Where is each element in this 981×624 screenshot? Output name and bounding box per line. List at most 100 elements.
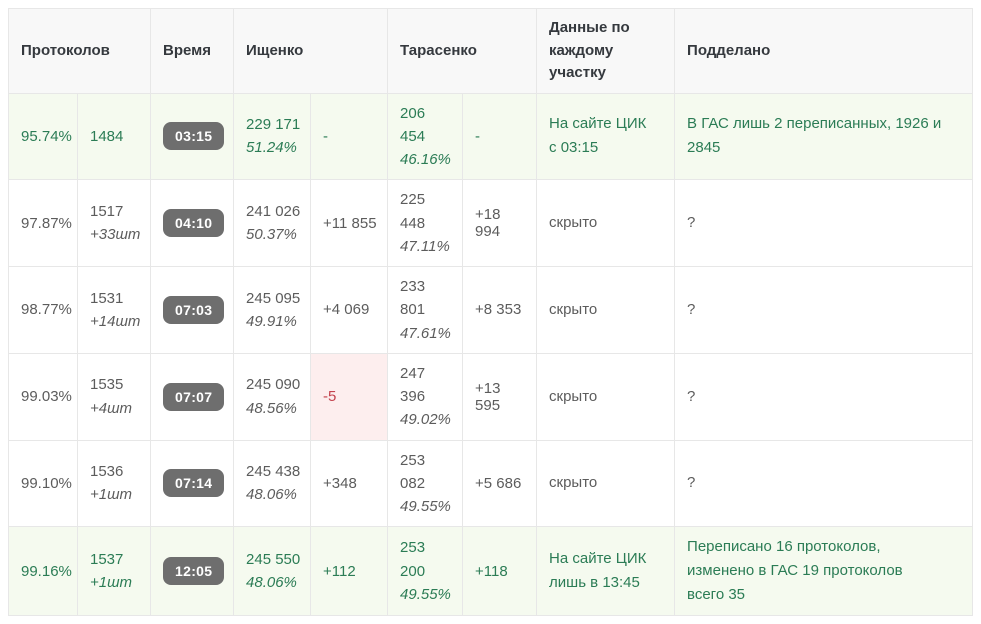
precinct-data-cell: скрыто	[536, 352, 676, 441]
precinct-data-cell: скрыто	[536, 266, 676, 354]
ishchenko-votes-cell: 245 550 48.06%	[233, 526, 312, 617]
protocols-count-delta: +1шт	[90, 486, 133, 504]
protocols-count: 1537	[90, 551, 124, 568]
forged-cell: ?	[674, 266, 973, 354]
table-header: Протоколов Время Ищенко Тарасенко Данные…	[7, 8, 973, 94]
col-header-tarasenko: Тарасенко	[387, 8, 538, 94]
ishchenko-votes: 245 550	[246, 551, 301, 568]
tarasenko-votes: 233 801	[400, 278, 426, 319]
tarasenko-votes-cell: 225 448 47.11%	[387, 179, 464, 267]
col-header-precinct-data: Данные по каждому участку	[536, 8, 676, 94]
protocols-count-delta: +14шт	[90, 312, 141, 330]
tarasenko-percent: 49.02%	[400, 411, 451, 429]
ishchenko-delta-cell: -5	[310, 352, 389, 441]
ishchenko-votes: 229 171	[246, 116, 301, 134]
tarasenko-votes-cell: 247 396 49.02%	[387, 352, 464, 441]
tarasenko-votes: 225 448	[400, 191, 426, 232]
protocols-percent-cell: 99.10%	[8, 439, 78, 528]
ishchenko-delta-cell: +11 855	[310, 179, 389, 267]
tarasenko-delta-cell: +13 595	[462, 352, 538, 441]
table-row: 99.16% 1537 +1шт 12:05 245 550 48.06% +1…	[8, 526, 973, 617]
protocols-count: 1535	[90, 376, 124, 394]
col-header-forged: Подделано	[674, 8, 973, 94]
protocols-percent-cell: 99.03%	[8, 352, 78, 441]
time-cell: 07:03	[150, 266, 235, 354]
header-row: Протоколов Время Ищенко Тарасенко Данные…	[7, 8, 973, 94]
forged-cell: ?	[674, 352, 973, 441]
tarasenko-votes-cell: 253 200 49.55%	[387, 526, 464, 617]
precinct-data-cell: скрыто	[536, 179, 676, 267]
time-cell: 12:05	[150, 526, 235, 617]
ishchenko-votes: 245 090	[246, 376, 301, 394]
protocols-count: 1531	[90, 289, 124, 307]
tarasenko-percent: 46.16%	[400, 151, 451, 168]
tarasenko-delta-cell: +18 994	[462, 179, 538, 267]
ishchenko-percent: 49.91%	[246, 312, 297, 330]
protocols-count: 1484	[90, 127, 124, 145]
tarasenko-votes-cell: 206 454 46.16%	[387, 92, 464, 181]
ishchenko-votes: 245 095	[246, 289, 301, 307]
col-header-time: Время	[150, 8, 235, 94]
table-row: 99.03% 1535 +4шт 07:07 245 090 48.56% -5…	[8, 352, 973, 441]
tarasenko-votes-cell: 233 801 47.61%	[387, 266, 464, 354]
col-header-ishchenko: Ищенко	[233, 8, 389, 94]
protocols-percent-cell: 99.16%	[8, 526, 78, 617]
protocols-count-cell: 1517 +33шт	[76, 179, 152, 267]
protocols-count: 1517	[90, 202, 124, 220]
protocols-count-cell: 1484	[76, 92, 152, 181]
ishchenko-percent: 48.06%	[246, 574, 297, 592]
protocols-count-cell: 1537 +1шт	[76, 526, 152, 617]
forged-cell: В ГАС лишь 2 переписанных, 1926 и 2845	[674, 92, 973, 181]
precinct-data-cell: На сайте ЦИК с 03:15	[536, 92, 676, 181]
time-badge: 04:10	[163, 209, 225, 238]
tarasenko-delta-cell: -	[462, 92, 538, 181]
precinct-data-cell: скрыто	[536, 439, 676, 528]
tarasenko-delta-cell: +118	[462, 526, 538, 617]
tarasenko-votes-cell: 253 082 49.55%	[387, 439, 464, 528]
time-cell: 03:15	[150, 92, 235, 181]
ishchenko-percent: 51.24%	[246, 139, 297, 157]
ishchenko-votes-cell: 229 171 51.24%	[233, 92, 312, 181]
forged-cell: ?	[674, 439, 973, 528]
table-row: 95.74% 1484 03:15 229 171 51.24% - 206 4…	[8, 92, 973, 181]
tarasenko-delta-cell: +8 353	[462, 266, 538, 354]
time-badge: 12:05	[163, 557, 225, 586]
tarasenko-percent: 47.11%	[400, 237, 450, 255]
precinct-data-cell: На сайте ЦИК лишь в 13:45	[536, 526, 676, 617]
table-row: 99.10% 1536 +1шт 07:14 245 438 48.06% +3…	[8, 439, 973, 528]
forged-cell: ?	[674, 179, 973, 267]
col-header-protocols: Протоколов	[7, 8, 152, 94]
time-cell: 04:10	[150, 179, 235, 267]
protocols-count-delta: +1шт	[90, 574, 133, 592]
protocols-count-cell: 1536 +1шт	[76, 439, 152, 528]
time-badge: 07:14	[163, 469, 225, 498]
time-badge: 03:15	[163, 122, 225, 151]
tarasenko-votes: 206 454	[400, 104, 426, 145]
protocols-count-delta: +33шт	[90, 226, 141, 244]
ishchenko-votes: 241 026	[246, 202, 301, 220]
tarasenko-percent: 49.55%	[400, 585, 451, 603]
tarasenko-delta-cell: +5 686	[462, 439, 538, 528]
protocols-table: Протоколов Время Ищенко Тарасенко Данные…	[7, 8, 973, 617]
ishchenko-delta-cell: +112	[310, 526, 389, 617]
ishchenko-delta-cell: +4 069	[310, 266, 389, 354]
ishchenko-votes-cell: 245 090 48.56%	[233, 352, 312, 441]
tarasenko-votes: 253 200	[400, 539, 426, 580]
tarasenko-votes: 253 082	[400, 451, 426, 492]
ishchenko-delta-cell: +348	[310, 439, 389, 528]
time-badge: 07:07	[163, 382, 225, 411]
time-cell: 07:07	[150, 352, 235, 441]
tarasenko-votes: 247 396	[400, 364, 426, 405]
table-row: 98.77% 1531 +14шт 07:03 245 095 49.91% +…	[8, 266, 973, 354]
table-row: 97.87% 1517 +33шт 04:10 241 026 50.37% +…	[8, 179, 973, 267]
protocols-count-delta: +4шт	[90, 399, 133, 417]
ishchenko-votes-cell: 241 026 50.37%	[233, 179, 312, 267]
protocols-count-cell: 1531 +14шт	[76, 266, 152, 354]
ishchenko-percent: 48.56%	[246, 399, 297, 417]
tarasenko-percent: 49.55%	[400, 498, 451, 515]
ishchenko-votes-cell: 245 438 48.06%	[233, 439, 312, 528]
protocols-count-cell: 1535 +4шт	[76, 352, 152, 441]
ishchenko-delta-cell: -	[310, 92, 389, 181]
forged-cell: Переписано 16 протоколов, изменено в ГАС…	[674, 526, 973, 617]
